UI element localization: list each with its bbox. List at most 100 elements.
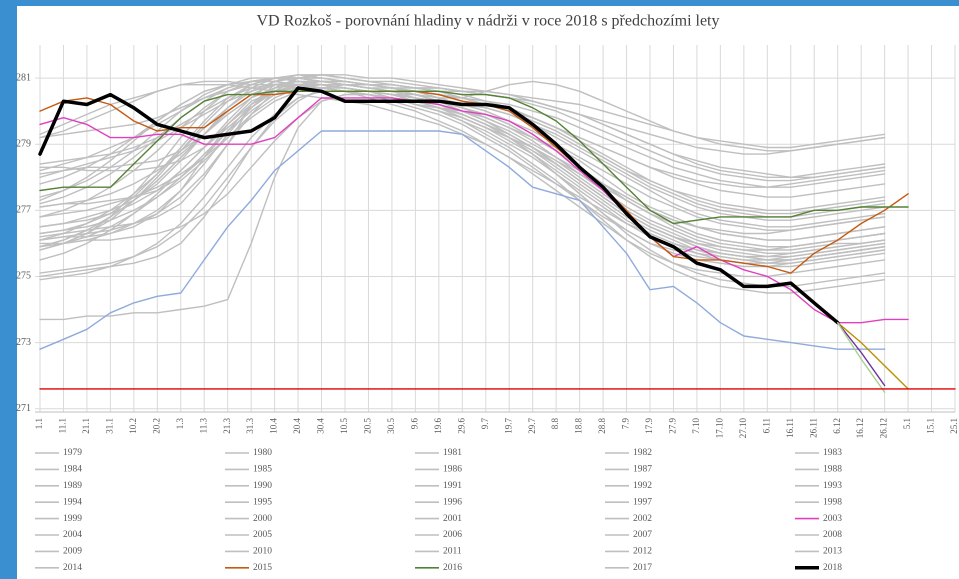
x-tick-label: 16.11 xyxy=(785,418,795,438)
legend-label: 1999 xyxy=(63,514,82,524)
x-tick-label: 9.7 xyxy=(480,418,490,430)
legend-label: 1991 xyxy=(443,481,462,491)
x-tick-label: 5.1 xyxy=(902,418,912,429)
x-tick-label: 28.8 xyxy=(597,418,607,434)
legend-label: 1990 xyxy=(253,481,272,491)
legend-label: 1979 xyxy=(63,448,82,458)
x-tick-label: 21.1 xyxy=(81,418,91,434)
legend-label: 1989 xyxy=(63,481,82,491)
legend-label: 1980 xyxy=(253,448,272,458)
legend-label: 2016 xyxy=(443,563,462,573)
series-line xyxy=(38,86,840,325)
series-line xyxy=(837,322,886,387)
legend-label: 1988 xyxy=(823,465,842,475)
x-tick-label: 20.2 xyxy=(151,418,161,434)
y-tick-label: 277 xyxy=(16,205,31,216)
x-tick-label: 10.4 xyxy=(269,418,279,434)
legend-label: 1985 xyxy=(253,465,272,475)
x-tick-label: 7.9 xyxy=(621,418,631,430)
legend-label: 1981 xyxy=(443,448,462,458)
x-tick-label: 17.9 xyxy=(644,418,654,434)
x-tick-label: 8.8 xyxy=(550,418,560,430)
x-tick-label: 17.10 xyxy=(714,418,724,439)
x-tick-label: 29.7 xyxy=(527,418,537,434)
legend-label: 1995 xyxy=(253,497,272,507)
legend-label: 2008 xyxy=(823,530,842,540)
series-line xyxy=(837,322,886,393)
x-tick-label: 10.2 xyxy=(128,418,138,434)
x-tick-label: 6.11 xyxy=(761,418,771,433)
legend-label: 2013 xyxy=(823,547,842,557)
series-line xyxy=(39,97,909,324)
x-tick-label: 25.1 xyxy=(949,418,959,434)
legend-label: 2002 xyxy=(633,514,652,524)
series-line xyxy=(39,77,886,198)
x-tick-label: 1.3 xyxy=(175,418,185,430)
x-tick-label: 26.12 xyxy=(879,418,889,438)
series-line xyxy=(39,84,886,261)
legend-label: 1998 xyxy=(823,497,842,507)
x-tick-label: 26.11 xyxy=(808,418,818,438)
x-tick-label: 20.5 xyxy=(363,418,373,434)
legend-label: 2011 xyxy=(443,547,462,557)
x-tick-label: 1.1 xyxy=(34,418,44,429)
legend-label: 1982 xyxy=(633,448,652,458)
x-tick-label: 21.3 xyxy=(222,418,232,434)
plot xyxy=(38,74,956,393)
x-tick-label: 11.1 xyxy=(58,418,68,433)
legend-label: 2000 xyxy=(253,514,272,524)
legend-label: 1992 xyxy=(633,481,652,491)
legend-label: 2012 xyxy=(633,547,652,557)
x-tick-label: 15.1 xyxy=(926,418,936,434)
x-tick-label: 31.3 xyxy=(245,418,255,434)
x-tick-label: 6.12 xyxy=(832,418,842,434)
y-tick-label: 273 xyxy=(16,337,31,348)
legend-label: 2010 xyxy=(253,547,272,557)
y-tick-label: 275 xyxy=(16,271,31,282)
x-tick-label: 19.7 xyxy=(503,418,513,434)
legend-label: 1987 xyxy=(633,465,652,475)
x-tick-label: 29.6 xyxy=(456,418,466,434)
legend-label: 1986 xyxy=(443,465,462,475)
series-line xyxy=(39,84,886,268)
y-tick-label: 271 xyxy=(16,403,31,414)
legend-label: 2015 xyxy=(253,563,272,573)
series-line xyxy=(39,90,909,225)
x-tick-label: 31.1 xyxy=(104,418,114,434)
x-tick-label: 16.12 xyxy=(855,418,865,438)
legend-label: 2003 xyxy=(823,514,842,524)
legend-label: 2004 xyxy=(63,530,82,540)
series-line xyxy=(39,74,886,228)
legend-label: 2001 xyxy=(443,514,462,524)
x-tick-label: 11.3 xyxy=(198,418,208,434)
x-tick-label: 27.9 xyxy=(668,418,678,434)
legend-label: 1994 xyxy=(63,497,82,507)
x-tick-label: 27.10 xyxy=(738,418,748,439)
legend-label: 2005 xyxy=(253,530,272,540)
x-tick-label: 19.6 xyxy=(433,418,443,434)
series-line xyxy=(39,80,886,278)
x-tick-label: 7.10 xyxy=(691,418,701,434)
legend-label: 2018 xyxy=(823,563,842,573)
x-tick-label: 18.8 xyxy=(574,418,584,434)
series-line xyxy=(39,74,886,248)
y-tick-label: 281 xyxy=(16,72,31,83)
x-tick-label: 10.5 xyxy=(339,418,349,434)
x-tick-label: 30.4 xyxy=(316,418,326,434)
series-line xyxy=(39,80,886,254)
legend-label: 2007 xyxy=(633,530,652,540)
legend-label: 1996 xyxy=(443,497,462,507)
x-tick-label: 20.4 xyxy=(292,418,302,434)
legend-label: 2009 xyxy=(63,547,82,557)
legend-label: 2014 xyxy=(63,563,82,573)
x-tick-label: 9.6 xyxy=(409,418,419,430)
legend-label: 1997 xyxy=(633,497,652,507)
legend-label: 1993 xyxy=(823,481,842,491)
legend-label: 2006 xyxy=(443,530,462,540)
x-tick-label: 30.5 xyxy=(386,418,396,434)
series-line xyxy=(39,130,886,350)
y-tick-label: 279 xyxy=(16,138,31,149)
chart-title: VD Rozkoš - porovnání hladiny v nádrži v… xyxy=(257,13,720,30)
